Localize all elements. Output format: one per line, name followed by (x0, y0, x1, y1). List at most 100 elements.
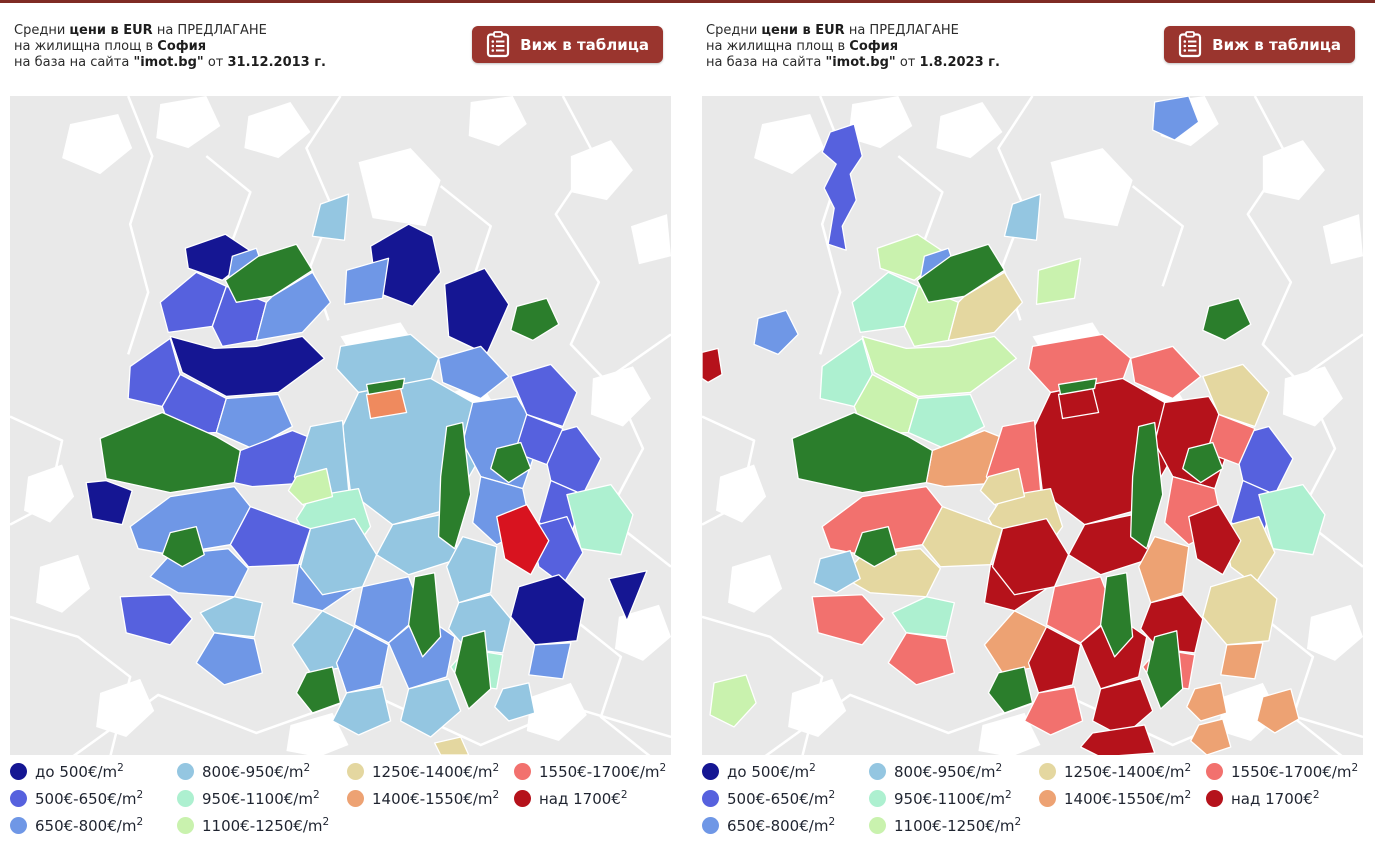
district-polygon[interactable] (1206, 413, 1256, 466)
district-polygon[interactable] (335, 626, 390, 694)
district-polygon[interactable] (343, 257, 390, 305)
district-polygon[interactable] (494, 682, 536, 722)
price-maps-page: Средни цени в EUR на ПРЕДЛАГАНЕ на жилищн… (0, 3, 1375, 835)
district-polygon[interactable] (987, 666, 1034, 714)
district-polygon[interactable] (496, 503, 550, 576)
district-polygon[interactable] (295, 666, 342, 714)
sofia-price-map-2013[interactable] (10, 96, 671, 755)
district-polygon[interactable] (287, 467, 334, 506)
legend-column: 800€-950€/m2 950€-1100€/m2 1100€-1250€/m2 (177, 761, 347, 835)
district-polygon[interactable] (437, 421, 472, 550)
boundary-line (126, 96, 154, 355)
district-polygon[interactable] (169, 335, 326, 398)
district-polygon[interactable] (1202, 363, 1270, 428)
district-polygon[interactable] (1003, 193, 1042, 241)
district-polygon[interactable] (1202, 297, 1252, 342)
district-polygon[interactable] (510, 363, 578, 428)
district-polygon[interactable] (891, 596, 956, 638)
boundary-line (1246, 96, 1314, 398)
district-polygon[interactable] (921, 505, 1004, 568)
district-polygon[interactable] (1027, 626, 1082, 694)
district-polygon[interactable] (566, 483, 634, 556)
district-polygon[interactable] (454, 630, 492, 710)
district-polygon[interactable] (791, 411, 933, 494)
district-polygon[interactable] (1091, 678, 1154, 738)
district-polygon[interactable] (1152, 96, 1200, 141)
district-polygon[interactable] (444, 267, 510, 356)
district-polygon[interactable] (1186, 682, 1228, 722)
district-polygon[interactable] (1188, 503, 1242, 576)
district-polygon[interactable] (861, 335, 1018, 398)
district-polygon[interactable] (1099, 572, 1134, 658)
boundary-line (205, 155, 252, 247)
district-polygon[interactable] (433, 736, 470, 755)
district-polygon[interactable] (753, 309, 799, 356)
district-polygon[interactable] (365, 377, 406, 396)
district-polygon[interactable] (1079, 724, 1156, 755)
legend-item: над 1700€2 (514, 789, 666, 808)
district-polygon[interactable] (437, 345, 510, 400)
district-polygon[interactable] (1256, 688, 1300, 734)
district-polygon[interactable] (1190, 718, 1232, 755)
legend-label: 1400€-1550€/m2 (372, 788, 500, 808)
panel-header-2023: Средни цени в EUR на ПРЕДЛАГАНЕ на жилищн… (692, 3, 1375, 96)
sofia-price-map-2023[interactable] (702, 96, 1363, 755)
district-polygon[interactable] (99, 411, 241, 494)
district-polygon[interactable] (1045, 576, 1116, 644)
legend-item: 1100€-1250€/m2 (869, 816, 1039, 835)
legend-label: 650€-800€/m2 (35, 815, 144, 835)
view-table-button-2023[interactable]: Виж в таблица (1164, 26, 1355, 63)
district-polygon[interactable] (813, 550, 861, 594)
district-polygon[interactable] (1182, 441, 1224, 484)
legend-item: 1400€-1550€/m2 (347, 788, 514, 808)
district-polygon[interactable] (195, 632, 264, 686)
district-polygon[interactable] (510, 297, 560, 342)
district-polygon[interactable] (821, 123, 863, 251)
price-map-panel-2023: Средни цени в EUR на ПРЕДЛАГАНЕ на жилищн… (692, 3, 1375, 835)
district-polygon[interactable] (199, 596, 264, 638)
district-polygon[interactable] (1220, 642, 1264, 680)
district-polygon[interactable] (608, 570, 648, 622)
district-polygon[interactable] (1258, 483, 1326, 556)
legend-swatch (702, 762, 719, 780)
district-polygon[interactable] (399, 678, 462, 738)
district-polygon[interactable] (490, 441, 532, 484)
district-polygon[interactable] (811, 594, 885, 646)
district-polygon[interactable] (1129, 345, 1202, 400)
district-polygon[interactable] (1035, 257, 1082, 305)
district-polygon[interactable] (853, 526, 897, 568)
uncolored-area (62, 114, 133, 175)
district-polygon[interactable] (887, 632, 956, 686)
district-polygon[interactable] (916, 243, 1006, 303)
district-polygon[interactable] (224, 243, 314, 303)
uncolored-area (630, 214, 671, 265)
district-polygon[interactable] (1023, 686, 1084, 736)
district-polygon[interactable] (702, 347, 723, 384)
map-legend-2013: до 500€/m2 500€-650€/m2 650€-800€/m2 800€-9… (0, 761, 683, 835)
district-polygon[interactable] (446, 536, 498, 604)
district-polygon[interactable] (353, 576, 424, 644)
district-polygon[interactable] (161, 526, 205, 568)
district-polygon[interactable] (1202, 574, 1278, 646)
district-polygon[interactable] (1146, 630, 1184, 710)
legend-item: 1100€-1250€/m2 (177, 816, 347, 835)
district-polygon[interactable] (979, 467, 1026, 506)
legend-swatch (177, 762, 194, 780)
legend-item: до 500€/m2 (10, 762, 177, 781)
district-polygon[interactable] (1057, 377, 1098, 396)
district-polygon[interactable] (229, 505, 312, 568)
district-polygon[interactable] (1129, 421, 1164, 550)
district-polygon[interactable] (407, 572, 442, 658)
district-polygon[interactable] (1138, 536, 1190, 604)
legend-label: 800€-950€/m2 (202, 761, 311, 781)
district-polygon[interactable] (510, 574, 586, 646)
district-polygon[interactable] (528, 642, 572, 680)
view-table-button-2013[interactable]: Виж в таблица (472, 26, 663, 63)
district-polygon[interactable] (709, 674, 757, 728)
uncolored-area (978, 712, 1041, 755)
district-polygon[interactable] (85, 479, 133, 526)
district-polygon[interactable] (119, 594, 193, 646)
district-polygon[interactable] (514, 413, 564, 466)
district-polygon[interactable] (331, 686, 392, 736)
district-polygon[interactable] (311, 193, 350, 241)
